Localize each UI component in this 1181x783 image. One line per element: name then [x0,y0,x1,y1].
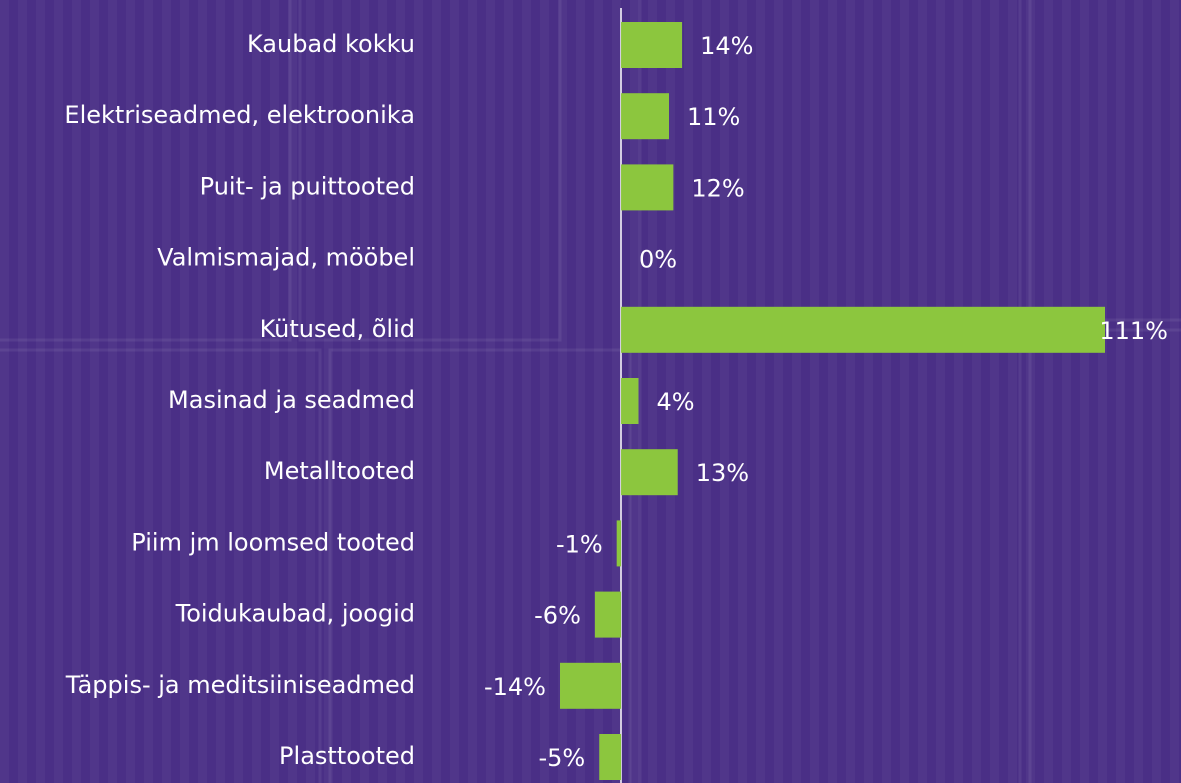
value-label: -5% [539,744,586,772]
bar [621,22,682,68]
category-label: Valmismajad, mööbel [157,244,415,272]
page: Kaubad kokku 14% Elektriseadmed, elektroon… [0,0,1181,783]
category-label: Kaubad kokku [247,30,415,58]
category-label: Elektriseadmed, elektroonika [64,101,415,129]
value-label: 13% [696,459,749,487]
value-label: 0% [639,246,677,274]
bar [621,378,638,424]
value-label: -6% [534,602,581,630]
bar [560,663,621,709]
value-label: 12% [691,174,744,202]
category-label: Kütused, õlid [260,315,415,343]
bar [621,164,673,210]
value-label: 11% [687,103,740,131]
category-label: Masinad ja seadmed [168,386,415,414]
category-label: Puit- ja puittooted [200,172,415,200]
category-label: Metalltooted [264,457,415,485]
value-label: -1% [556,530,603,558]
bar [621,307,1105,353]
bar [617,520,621,566]
value-label: 14% [700,32,753,60]
value-label: -14% [484,673,546,701]
category-label: Piim jm loomsed tooted [131,528,415,556]
value-label: 4% [656,388,694,416]
category-label: Täppis- ja meditsiiniseadmed [65,671,415,699]
bar [599,734,621,780]
bar [621,93,669,139]
bar [595,592,621,638]
category-label: Plasttooted [279,742,415,770]
bar [621,449,678,495]
chart: Kaubad kokku 14% Elektriseadmed, elektroon… [0,0,1181,783]
value-label: 111% [1099,317,1168,345]
category-label: Toidukaubad, joogid [175,600,415,628]
